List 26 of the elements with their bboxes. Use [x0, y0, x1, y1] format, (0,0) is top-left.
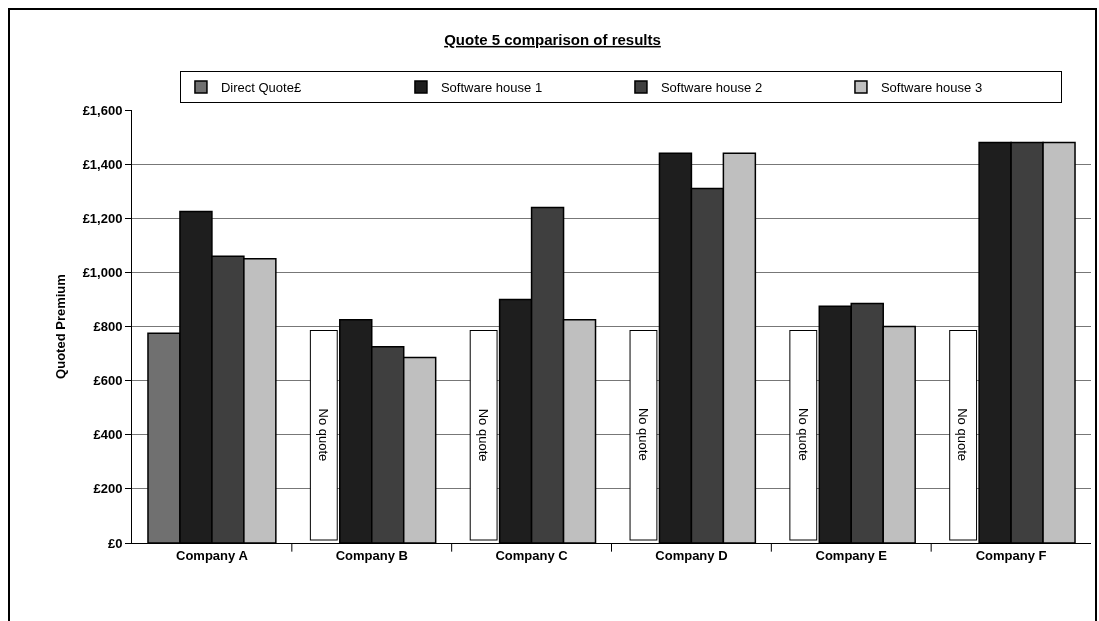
y-tick-label: £1,600 [82, 102, 123, 118]
y-tick-label: £400 [93, 427, 123, 443]
annotation: No quote [635, 407, 651, 461]
y-tick-label: £1,200 [82, 210, 123, 226]
annotation: No quote [475, 408, 491, 462]
y-tick-label: £600 [93, 373, 123, 389]
y-tick-label: £1,000 [82, 264, 123, 280]
annotation: No quote [955, 408, 971, 461]
y-tick-label: £1,400 [82, 156, 123, 172]
x-tick-label: Company C [495, 547, 569, 563]
x-tick-label: Company D [655, 547, 728, 563]
legend-label: Software house 1 [440, 80, 543, 96]
chart-title: Quote 5 comparison of results [444, 30, 661, 48]
annotation: No quote [795, 408, 811, 461]
x-tick-label: Company F [975, 547, 1047, 563]
x-tick-label: Company E [815, 547, 888, 563]
legend-label: Software house 2 [660, 80, 763, 96]
y-tick-label: £800 [93, 319, 123, 335]
legend-label: Direct Quote£ [220, 80, 302, 96]
x-tick-label: Company A [176, 547, 249, 563]
y-tick-label: £200 [93, 481, 123, 497]
x-tick-label: Company B [335, 547, 408, 563]
annotation: No quote [316, 408, 332, 462]
y-tick-label: £0 [107, 535, 123, 551]
y-axis-title: Quoted Premium [52, 274, 68, 379]
legend-label: Software house 3 [880, 80, 983, 96]
